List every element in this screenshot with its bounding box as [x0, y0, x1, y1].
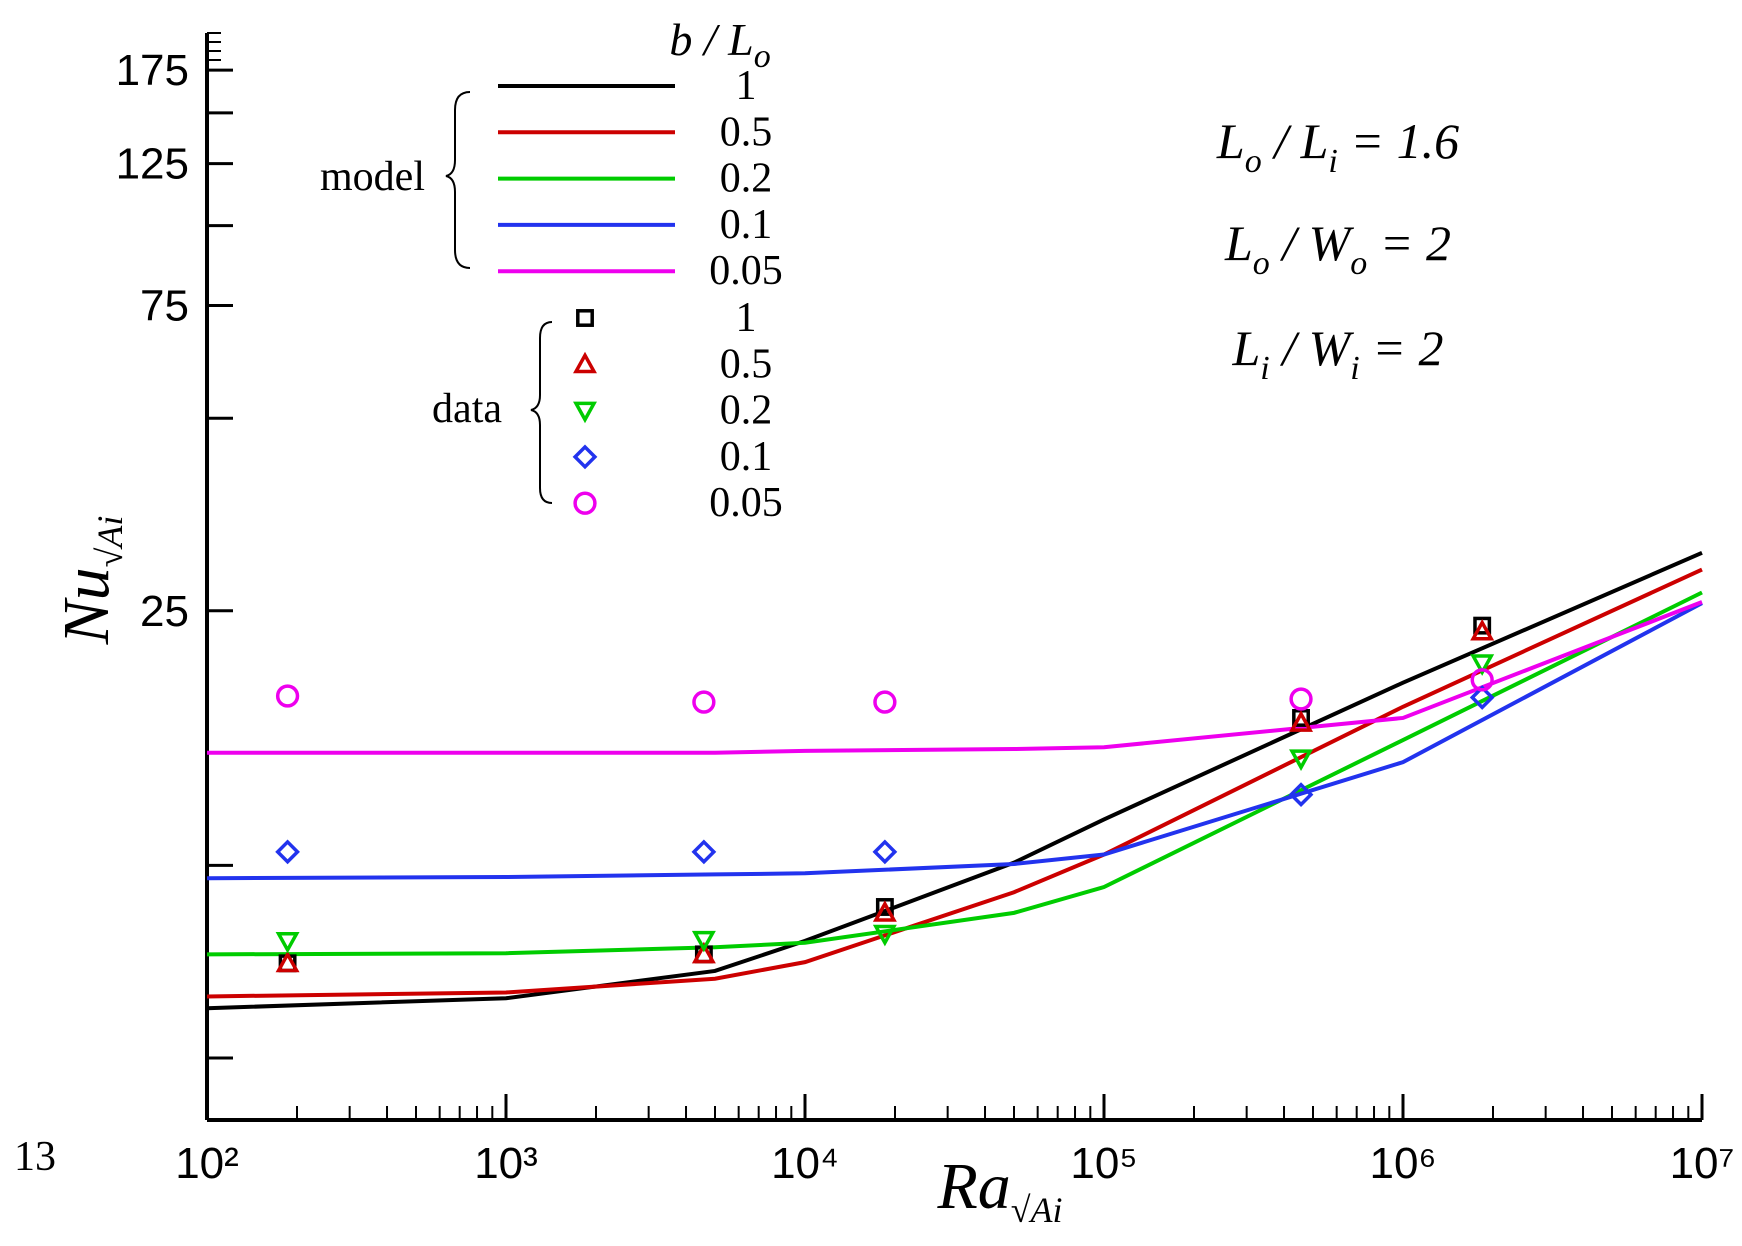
marker: [275, 950, 300, 973]
annotation-text: L: [1231, 320, 1260, 376]
y-tick-label: 75: [140, 282, 189, 331]
legend-swatch: [576, 309, 594, 327]
marker: [1469, 685, 1495, 710]
model-line: [206, 590, 1703, 957]
annotation-text: / W: [1270, 215, 1355, 271]
marker: [1470, 618, 1495, 641]
legend-group-label: model: [320, 154, 425, 200]
legend-label: 0.2: [720, 388, 773, 434]
annotation-text: = 2: [1360, 320, 1444, 376]
annotation-text: / W: [1270, 320, 1355, 376]
legend-group-label: data: [432, 386, 502, 432]
legend-label: 1: [736, 63, 757, 109]
marker: [691, 930, 716, 953]
legend-label: 0.05: [709, 480, 783, 526]
annotation: Li / Wi = 2: [1231, 320, 1443, 387]
x-axis-label: Ra√Ai: [936, 1150, 1062, 1230]
marker: [1473, 616, 1492, 635]
y-tick-label: 175: [116, 46, 189, 95]
annotation-text: L: [1224, 215, 1253, 271]
annotation-sub: o: [1253, 245, 1270, 282]
legend-label: 1: [736, 295, 757, 341]
marker: [1289, 710, 1314, 732]
x-tick-label: 10⁷: [1670, 1139, 1735, 1188]
x-axis-label-sub: √Ai: [1011, 1190, 1063, 1230]
legend-label: 0.2: [720, 156, 773, 202]
legend-title-main: b / L: [669, 14, 753, 65]
marker: [1289, 749, 1314, 771]
annotation-sub: i: [1260, 350, 1269, 387]
y-tick-label: 25: [140, 587, 189, 636]
marker: [872, 839, 898, 865]
y-tick-label: 125: [116, 140, 189, 189]
legend-title-sub: o: [754, 38, 771, 75]
x-tick-label: 10⁴: [771, 1139, 839, 1188]
annotation-sub: o: [1350, 245, 1367, 282]
marker: [1289, 687, 1313, 711]
y-axis-label-main: Nu: [50, 567, 123, 645]
x-tick-label: 10⁶: [1369, 1139, 1436, 1188]
marker: [1470, 654, 1495, 676]
annotation-sub: i: [1350, 350, 1359, 387]
brace: [445, 91, 471, 269]
marker: [275, 684, 300, 708]
y-axis-label: Nu√Ai: [50, 516, 130, 646]
marker: [1288, 782, 1314, 808]
page-number: 13: [14, 1134, 56, 1180]
marker: [691, 941, 716, 964]
legend-swatch: [573, 401, 597, 424]
x-tick-label: 10³: [474, 1139, 538, 1188]
model-line: [206, 550, 1703, 1011]
legend-label: 0.5: [720, 341, 773, 387]
x-tick-label: 10²: [175, 1139, 239, 1188]
legend-label: 0.1: [720, 202, 773, 248]
y-axis-label-sub: √Ai: [90, 516, 130, 568]
model-line: [206, 601, 1703, 881]
annotation-sub: o: [1245, 143, 1262, 180]
marker: [692, 690, 716, 714]
annotation-text: = 2: [1367, 215, 1451, 271]
legend-swatch: [573, 491, 597, 515]
annotation-text: L: [1216, 113, 1245, 169]
x-tick-label: 10⁵: [1070, 1139, 1137, 1188]
marker: [873, 690, 897, 714]
annotation: Lo / Wo = 2: [1224, 215, 1451, 282]
marker: [875, 898, 894, 916]
annotation-text: / L: [1262, 113, 1329, 169]
legend-title: b / Lo: [669, 14, 770, 75]
marker: [275, 931, 300, 954]
legend-label: 0.05: [709, 248, 783, 294]
marker: [872, 924, 897, 947]
marker: [275, 839, 300, 865]
legend-label: 0.5: [720, 109, 773, 155]
legend-swatch: [572, 444, 598, 470]
marker: [872, 900, 897, 922]
annotation: Lo / Li = 1.6: [1216, 113, 1459, 180]
brace: [530, 321, 553, 504]
marker: [691, 839, 717, 865]
annotation-text: = 1.6: [1338, 113, 1459, 169]
model-line: [207, 600, 1703, 755]
marker: [1470, 668, 1494, 692]
x-axis-label-main: Ra: [936, 1150, 1010, 1223]
annotation-sub: i: [1328, 143, 1337, 180]
legend-swatch: [573, 351, 597, 374]
legend-label: 0.1: [720, 434, 773, 480]
